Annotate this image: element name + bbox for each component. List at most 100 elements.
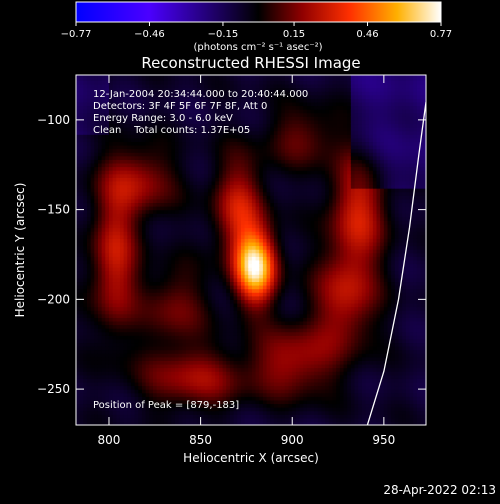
heatmap-cell (120, 174, 124, 178)
heatmap-cell (201, 371, 205, 375)
heatmap-cell (98, 217, 102, 221)
heatmap-cell (164, 152, 168, 156)
heatmap-cell (179, 289, 183, 293)
heatmap-cell (109, 84, 113, 88)
heatmap-cell (245, 375, 249, 379)
heatmap-cell (230, 260, 234, 264)
heatmap-cell (157, 246, 161, 250)
heatmap-cell (87, 127, 91, 131)
heatmap-cell (109, 310, 113, 314)
heatmap-cell (208, 145, 212, 149)
heatmap-cell (223, 411, 227, 415)
heatmap-cell (113, 274, 117, 278)
heatmap-cell (193, 296, 197, 300)
heatmap-cell (256, 371, 260, 375)
heatmap-cell (204, 235, 208, 239)
heatmap-cell (83, 364, 87, 368)
heatmap-cell (230, 224, 234, 228)
heatmap-cell (248, 353, 252, 357)
heatmap-cell (259, 324, 263, 328)
heatmap-cell (102, 414, 106, 418)
heatmap-cell (248, 299, 252, 303)
heatmap-cell (109, 411, 113, 415)
heatmap-cell (168, 199, 172, 203)
heatmap-cell (102, 278, 106, 282)
heatmap-cell (164, 235, 168, 239)
colorbar-unit-label: (photons cm⁻² s⁻¹ asec⁻²) (193, 42, 322, 53)
heatmap-cell (109, 228, 113, 232)
heatmap-cell (182, 195, 186, 199)
heatmap-cell (135, 195, 139, 199)
heatmap-cell (252, 231, 256, 235)
heatmap-cell (102, 192, 106, 196)
heatmap-cell (98, 339, 102, 343)
heatmap-cell (94, 310, 98, 314)
heatmap-cell (256, 228, 260, 232)
heatmap-cell (248, 228, 252, 232)
heatmap-cell (230, 299, 234, 303)
heatmap-cell (160, 152, 164, 156)
heatmap-cell (113, 378, 117, 382)
heatmap-cell (87, 228, 91, 232)
heatmap-cell (171, 181, 175, 185)
heatmap-cell (204, 174, 208, 178)
heatmap-cell (157, 84, 161, 88)
heatmap-cell (182, 192, 186, 196)
heatmap-cell (204, 375, 208, 379)
heatmap-cell (127, 202, 131, 206)
heatmap-cell (105, 281, 109, 285)
heatmap-cell (182, 242, 186, 246)
heatmap-cell (164, 184, 168, 188)
heatmap-cell (76, 353, 80, 357)
heatmap-cell (171, 321, 175, 325)
heatmap-cell (87, 195, 91, 199)
heatmap-cell (76, 109, 80, 113)
heatmap-cell (105, 299, 109, 303)
heatmap-cell (259, 314, 263, 318)
heatmap-cell (190, 271, 194, 275)
heatmap-cell (113, 246, 117, 250)
heatmap-cell (179, 360, 183, 364)
heatmap-cell (208, 217, 212, 221)
heatmap-cell (87, 382, 91, 386)
heatmap-cell (120, 141, 124, 145)
heatmap-cell (230, 350, 234, 354)
heatmap-cell (248, 267, 252, 271)
heatmap-cell (113, 263, 117, 267)
heatmap-cell (127, 285, 131, 289)
heatmap-cell (113, 80, 117, 84)
heatmap-cell (138, 375, 142, 379)
heatmap-cell (190, 317, 194, 321)
heatmap-cell (215, 285, 219, 289)
heatmap-cell (256, 177, 260, 181)
heatmap-cell (223, 382, 227, 386)
heatmap-cell (248, 407, 252, 411)
heatmap-cell (116, 184, 120, 188)
heatmap-cell (87, 224, 91, 228)
heatmap-cell (201, 167, 205, 171)
heatmap-cell (105, 167, 109, 171)
heatmap-cell (87, 414, 91, 418)
heatmap-cell (109, 299, 113, 303)
heatmap-cell (252, 271, 256, 275)
heatmap-cell (215, 378, 219, 382)
heatmap-cell (146, 256, 150, 260)
heatmap-cell (91, 152, 95, 156)
heatmap-cell (201, 159, 205, 163)
heatmap-cell (164, 149, 168, 153)
heatmap-cell (245, 310, 249, 314)
heatmap-cell (131, 368, 135, 372)
heatmap-cell (168, 321, 172, 325)
heatmap-cell (94, 317, 98, 321)
heatmap-cell (149, 371, 153, 375)
heatmap-cell (226, 206, 230, 210)
heatmap-cell (208, 303, 212, 307)
heatmap-cell (80, 342, 84, 346)
heatmap-cell (248, 386, 252, 390)
heatmap-cell (164, 418, 168, 422)
heatmap-cell (80, 292, 84, 296)
heatmap-cell (127, 263, 131, 267)
heatmap-cell (223, 206, 227, 210)
heatmap-cell (171, 342, 175, 346)
heatmap-cell (142, 249, 146, 253)
